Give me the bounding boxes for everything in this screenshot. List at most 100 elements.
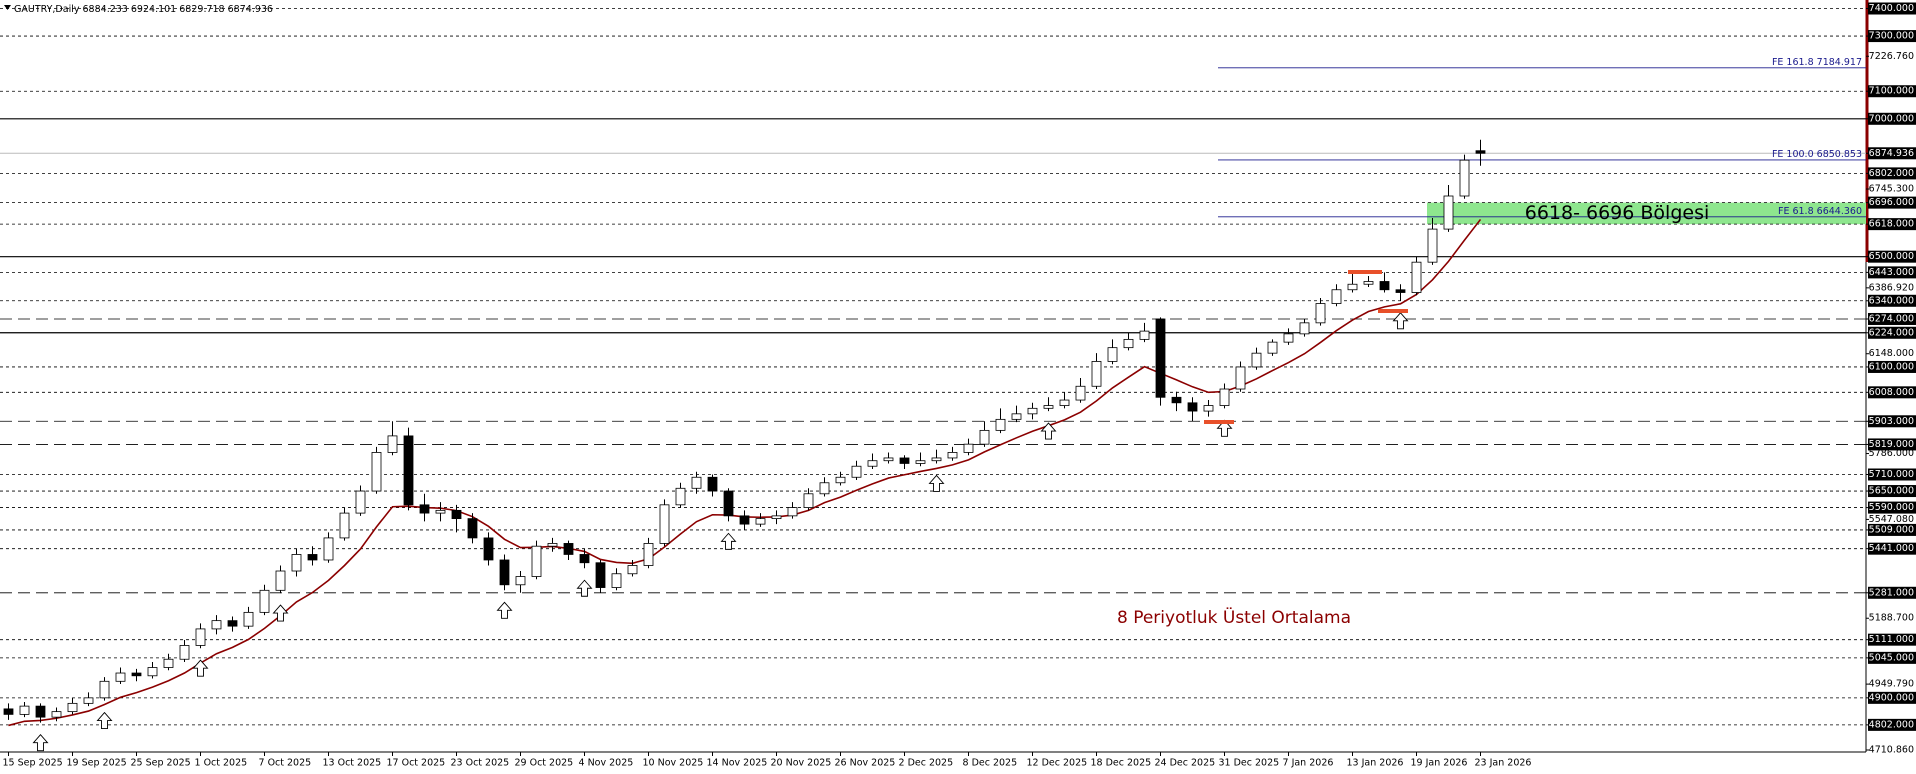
candle-body [355,490,366,514]
y-tick-box [1868,30,1916,43]
x-tick-label: 20 Nov 2025 [771,758,832,769]
y-tick-box [1868,718,1916,731]
x-tick-label: 7 Jan 2026 [1283,758,1334,769]
candle-body [515,576,526,586]
y-tick-label: 5590.000 [1869,502,1914,513]
candle-body [963,443,974,453]
up-arrow [272,604,289,622]
candle-body [819,482,830,495]
x-tick-label: 25 Sep 2025 [131,758,191,769]
x-tick-label: 18 Dec 2025 [1091,758,1152,769]
y-tick-box [1868,218,1916,231]
up-arrow [192,659,209,677]
candle-body [707,476,718,492]
candle-body [1411,261,1422,293]
candle-body [1027,407,1038,415]
x-tick-label: 19 Sep 2025 [67,758,127,769]
y-tick-label: 5547.080 [1869,514,1914,525]
y-tick-box [1868,196,1916,209]
x-tick-label: 29 Oct 2025 [515,758,574,769]
up-arrow [32,733,49,752]
fib-label: FE 61.8 6644.360 [1778,205,1862,216]
marker [1348,270,1382,274]
candle-body [163,658,174,668]
candle-body [403,435,414,506]
candle-body [579,554,590,564]
candle-body [979,429,990,445]
candle-body [771,515,782,520]
y-tick-label: 6443.000 [1869,267,1914,278]
candle-body [307,554,318,561]
fib-value: 6850.853 [1817,148,1862,159]
y-tick-label: 5509.000 [1869,524,1914,535]
y-tick-box [1868,294,1916,307]
candle-body [883,457,894,462]
candle-body [531,545,542,577]
ema-label: 8 Periyotluk Üstel Ortalama [1117,606,1351,628]
x-tick-label: 7 Oct 2025 [259,758,312,769]
candle-body [835,476,846,484]
y-tick-label: 5281.000 [1869,587,1914,598]
candle-body [1043,405,1054,409]
y-tick-label: 5188.700 [1869,613,1914,624]
candle-body [1155,318,1166,398]
y-tick-label: 7300.000 [1869,31,1914,42]
x-tick-label: 23 Jan 2026 [1475,758,1532,769]
candle-body [1347,283,1358,291]
up-arrow [720,532,737,550]
candle-body [547,543,558,547]
y-tick-label: 7100.000 [1869,86,1914,97]
candle-body [387,435,398,453]
y-tick-label: 6008.000 [1869,387,1914,398]
candle-body [867,460,878,467]
x-tick-label: 2 Dec 2025 [899,758,954,769]
candle-body [1395,289,1406,293]
candle-body [1363,281,1374,285]
x-tick-label: 8 Dec 2025 [963,758,1018,769]
y-tick-label: 6386.920 [1869,282,1914,293]
y-tick-label: 4710.860 [1869,745,1914,756]
fib-name: FE 61.8 [1778,205,1814,216]
y-tick-box [1868,147,1916,160]
candle-body [691,476,702,489]
candle-body [419,504,430,514]
y-tick-label: 5786.000 [1869,448,1914,459]
candle-body [1283,333,1294,343]
candle-body [1379,281,1390,291]
candle-body [1075,385,1086,401]
y-tick-box [1868,485,1916,498]
y-tick-label: 6874.936 [1869,148,1914,159]
y-tick-label: 6745.300 [1869,184,1914,195]
up-arrow [96,711,113,730]
candle-body [755,518,766,525]
y-tick-label: 5441.000 [1869,543,1914,554]
zone-label: 6618- 6696 Bölgesi [1525,202,1710,224]
candle-body [451,509,462,520]
y-tick-label: 4802.000 [1869,719,1914,730]
candle-body [147,667,158,677]
y-tick-label: 5650.000 [1869,486,1914,497]
y-tick-label: 4900.000 [1869,692,1914,703]
candle-body [483,537,494,561]
candle-body [339,512,350,539]
candle-body [1059,399,1070,406]
x-tick-label: 15 Sep 2025 [3,758,63,769]
candle-body [1459,159,1470,197]
x-tick-label: 26 Nov 2025 [835,758,896,769]
fib-label: FE 100.0 6850.853 [1772,148,1862,159]
candle-body [1219,388,1230,406]
up-arrow [1392,312,1409,330]
y-tick-box [1868,2,1916,15]
candle-body [51,711,62,718]
candle-body [851,465,862,478]
candle-body [563,543,574,555]
candle-body [1315,303,1326,324]
y-tick-label: 7000.000 [1869,113,1914,124]
header: GAUTRY,Daily 6884.233 6924.101 6829.718 … [14,4,273,15]
candle-body [611,573,622,588]
candle-body [1139,330,1150,340]
x-tick-label: 24 Dec 2025 [1155,758,1216,769]
fib-name: FE 100.0 [1772,148,1814,159]
